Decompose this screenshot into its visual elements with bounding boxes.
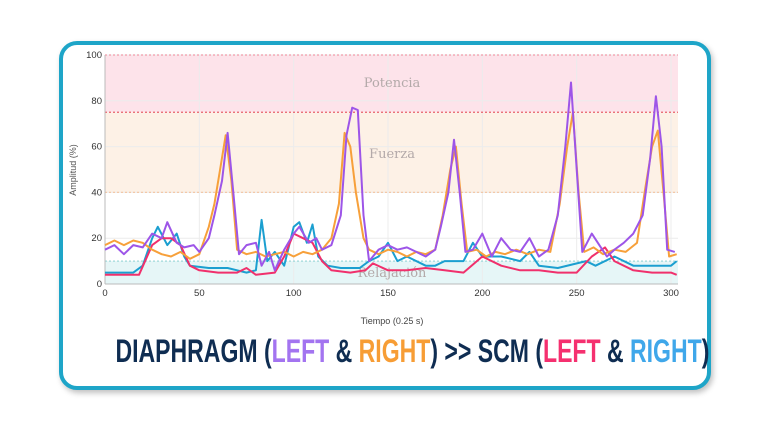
zone-band [105,55,678,113]
y-tick-label: 20 [91,233,102,244]
zone-band [105,112,678,193]
zone-band [105,261,678,284]
caption-text: & [600,333,631,369]
caption-scm-right: RIGHT [630,333,702,369]
caption-text: & [329,333,359,369]
caption-diaphragm-right: RIGHT [358,333,431,369]
caption-diaphragm-left: LEFT [271,333,330,369]
series-line-diaphragm-left [104,81,676,272]
y-tick-label: 40 [91,187,102,198]
y-tick-label: 80 [91,96,102,107]
x-tick-label: 100 [286,288,302,299]
y-tick-label: 0 [97,279,102,290]
caption-text: ) [701,333,710,369]
y-axis-label: Amplitud (%) [68,144,78,196]
x-tick-label: 50 [194,288,205,299]
y-tick-label: 100 [86,50,102,61]
x-tick-label: 300 [663,288,679,299]
series-line-diaphragm-right [104,111,677,260]
x-tick-label: 250 [569,288,585,299]
x-axis-label: Tiempo (0.25 s) [361,316,424,326]
x-tick-label: 150 [380,288,396,299]
zone-label: Potencia [364,76,421,91]
y-tick-label: 60 [91,142,102,153]
x-tick-label: 200 [474,288,490,299]
caption-scm-left: LEFT [542,333,601,369]
zone-label: Fuerza [369,147,415,162]
caption-text: ) >> SCM ( [430,333,543,369]
x-tick-label: 0 [102,288,107,299]
chart-caption: DIAPHRAGM (LEFT & RIGHT) >> SCM (LEFT & … [0,333,768,370]
caption-text: DIAPHRAGM ( [115,333,272,369]
series-line-scm-left [105,232,678,276]
